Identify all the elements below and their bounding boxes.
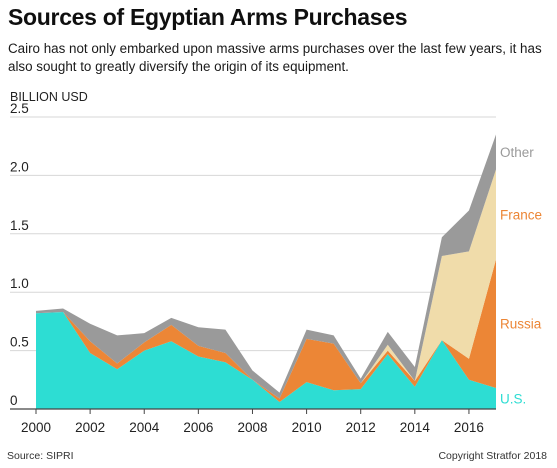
area-u-s (36, 312, 496, 409)
y-axis-ticks: 0 0.5 1.0 1.5 2.0 2.5 (10, 101, 29, 408)
chart-title: Sources of Egyptian Arms Purchases (8, 4, 408, 30)
x-tick-label: 2016 (454, 420, 484, 435)
y-tick-label: 1.5 (10, 218, 29, 233)
y-axis-label: BILLION USD (10, 90, 88, 104)
source-note: Source: SIPRI (7, 450, 74, 462)
chart-subtitle: Cairo has not only embarked upon massive… (8, 41, 542, 74)
x-axis-ticks: 2000 2002 2004 2006 2008 2010 2012 2014 2016 (21, 409, 484, 435)
area-other (36, 134, 496, 399)
series-label-other: Other (500, 145, 534, 160)
areas (36, 134, 496, 409)
x-tick-label: 2006 (183, 420, 213, 435)
x-tick-label: 2012 (346, 420, 376, 435)
copyright-note: Copyright Stratfor 2018 (438, 450, 547, 462)
y-tick-label: 1.0 (10, 276, 29, 291)
gridlines (10, 116, 496, 352)
x-tick-label: 2014 (400, 420, 431, 435)
y-tick-label: 2.0 (10, 159, 29, 174)
x-tick-label: 2002 (75, 420, 105, 435)
y-tick-label: 2.5 (10, 101, 29, 116)
y-tick-label: 0 (10, 393, 18, 408)
x-tick-label: 2000 (21, 420, 51, 435)
x-tick-label: 2004 (129, 420, 160, 435)
series-labels: U.S. Russia France Other (500, 145, 542, 406)
x-tick-label: 2010 (292, 420, 322, 435)
y-tick-label: 0.5 (10, 335, 29, 350)
series-label-france: France (500, 208, 542, 223)
series-label-u-s: U.S. (500, 391, 526, 406)
series-label-russia: Russia (500, 317, 542, 332)
x-tick-label: 2008 (237, 420, 267, 435)
